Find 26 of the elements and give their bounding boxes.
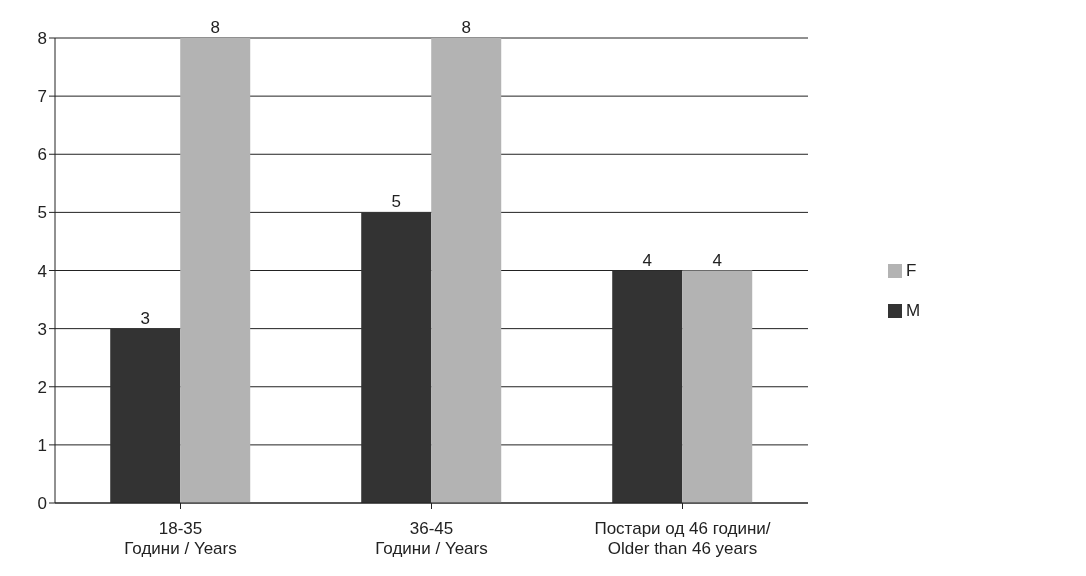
data-label: 5 [391, 192, 401, 212]
y-tick-label: 5 [37, 203, 47, 223]
bar [682, 270, 753, 503]
bar [180, 38, 251, 503]
data-label: 3 [140, 308, 150, 328]
x-tick-label: 18-35 Години / Years [124, 519, 237, 558]
legend-label: M [906, 300, 921, 320]
bar [361, 212, 432, 503]
y-tick-label: 3 [37, 319, 47, 339]
y-tick-label: 1 [37, 435, 47, 455]
bar [431, 38, 502, 503]
data-label: 4 [712, 250, 722, 270]
y-tick-label: 2 [37, 377, 47, 397]
y-tick-label: 0 [37, 494, 47, 514]
y-tick-label: 6 [37, 145, 47, 165]
data-label: 8 [461, 18, 471, 37]
data-label: 8 [210, 18, 220, 37]
data-label: 4 [642, 250, 652, 270]
bar [110, 328, 181, 503]
y-tick-label: 8 [37, 29, 47, 49]
x-tick-label: Постари од 46 години/ Older than 46 years [594, 519, 771, 558]
y-tick-label: 7 [37, 87, 47, 107]
x-tick-label: 36-45 Години / Years [375, 519, 488, 558]
legend-label: F [906, 260, 917, 280]
y-tick-label: 4 [37, 261, 47, 281]
bar [612, 270, 683, 503]
